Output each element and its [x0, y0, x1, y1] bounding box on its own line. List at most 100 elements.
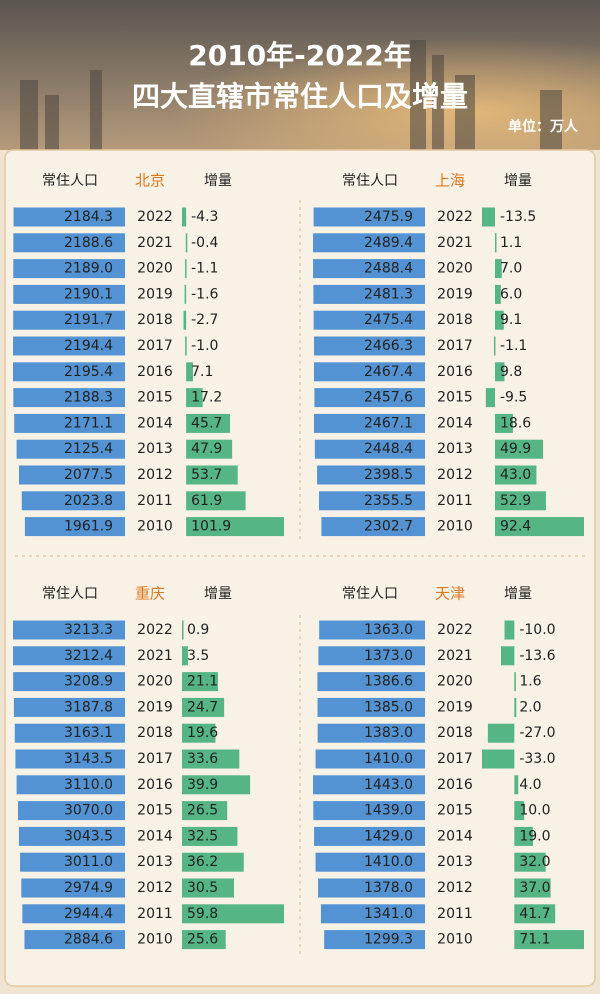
population-bar — [317, 672, 425, 692]
population-label: 2944.4 — [64, 906, 113, 922]
population-bar — [313, 207, 425, 227]
population-label: 2023.8 — [64, 493, 113, 509]
increment-label: 41.7 — [519, 906, 550, 922]
population-bar — [317, 723, 425, 743]
increment-bar — [495, 491, 546, 511]
increment-bar — [514, 672, 516, 692]
increment-label: 18.6 — [500, 415, 531, 431]
increment-bar — [514, 697, 517, 717]
population-bar — [314, 336, 425, 356]
increment-label: 19.0 — [519, 828, 550, 844]
population-label: 2467.4 — [364, 364, 413, 380]
increment-bar — [495, 259, 502, 279]
increment-bar — [495, 413, 513, 433]
population-label: 3110.0 — [64, 777, 113, 793]
increment-label: -0.4 — [191, 235, 218, 251]
population-label: 1429.0 — [364, 828, 413, 844]
year-label: 2014 — [437, 415, 473, 431]
increment-bar — [186, 439, 233, 459]
population-label: 3187.8 — [64, 699, 113, 715]
year-label: 2013 — [437, 441, 473, 457]
increment-bar — [182, 930, 226, 950]
increment-bar — [183, 310, 187, 330]
increment-bar — [182, 826, 238, 846]
increment-bar — [182, 646, 188, 666]
population-bar — [318, 646, 425, 666]
population-label: 2475.4 — [364, 312, 413, 328]
population-label: 1383.0 — [364, 725, 413, 741]
increment-label: 25.6 — [187, 932, 218, 948]
population-label: 2125.4 — [64, 441, 113, 457]
increment-label: 71.1 — [519, 932, 550, 948]
population-label: 2398.5 — [364, 467, 413, 483]
population-label: 2475.9 — [364, 209, 413, 225]
year-label: 2010 — [137, 932, 173, 948]
population-bar — [16, 775, 126, 795]
year-label: 2021 — [137, 235, 173, 251]
increment-label: 0.9 — [187, 622, 209, 638]
population-bar — [13, 284, 125, 304]
title-line: 四大直辖市常住人口及增量 — [132, 80, 468, 113]
increment-label: 45.7 — [191, 415, 222, 431]
year-label: 2018 — [137, 312, 173, 328]
population-bar — [13, 620, 125, 640]
year-label: 2020 — [137, 674, 173, 690]
population-bar — [314, 388, 425, 408]
year-label: 2015 — [137, 803, 173, 819]
increment-label: 49.9 — [500, 441, 531, 457]
population-label: 2974.9 — [64, 880, 113, 896]
increment-label: 7.0 — [500, 261, 522, 277]
population-label: 2184.3 — [64, 209, 113, 225]
increment-label: -13.6 — [519, 648, 555, 664]
increment-label: -1.6 — [191, 286, 218, 302]
population-label: 3143.5 — [64, 751, 113, 767]
column-header: 常住人口 — [342, 173, 398, 189]
increment-bar — [514, 801, 525, 821]
city-name: 北京 — [135, 172, 165, 190]
year-label: 2010 — [437, 932, 473, 948]
increment-bar — [182, 852, 244, 872]
population-label: 1341.0 — [364, 906, 413, 922]
population-bar — [19, 465, 126, 485]
increment-label: 3.5 — [187, 648, 209, 664]
year-label: 2017 — [437, 338, 473, 354]
population-bar — [13, 207, 125, 227]
increment-bar — [504, 620, 515, 640]
population-bar — [314, 413, 425, 433]
increment-label: 24.7 — [187, 699, 218, 715]
increment-bar — [485, 388, 496, 408]
year-label: 2012 — [437, 467, 473, 483]
population-label: 3212.4 — [64, 648, 113, 664]
increment-bar — [495, 233, 497, 253]
population-bar — [317, 697, 425, 717]
unit-label: 单位：万人 — [508, 118, 579, 135]
year-label: 2014 — [137, 415, 173, 431]
increment-label: 43.0 — [500, 467, 531, 483]
year-label: 2012 — [137, 467, 173, 483]
year-label: 2022 — [437, 209, 473, 225]
year-label: 2019 — [437, 286, 473, 302]
year-label: 2010 — [137, 519, 173, 535]
population-label: 2884.6 — [64, 932, 113, 948]
population-bar — [313, 259, 425, 279]
population-label: 2448.4 — [364, 441, 413, 457]
increment-bar — [185, 233, 188, 253]
population-label: 1386.6 — [364, 674, 413, 690]
increment-bar — [495, 310, 504, 330]
population-label: 2466.3 — [364, 338, 413, 354]
increment-label: -1.0 — [191, 338, 218, 354]
year-label: 2012 — [437, 880, 473, 896]
population-bar — [17, 801, 125, 821]
population-label: 2488.4 — [364, 261, 413, 277]
column-header: 增量 — [504, 173, 532, 189]
increment-bar — [186, 517, 284, 537]
increment-label: -10.0 — [519, 622, 555, 638]
population-bar — [24, 930, 126, 950]
increment-bar — [487, 723, 515, 743]
population-label: 1443.0 — [364, 777, 413, 793]
population-bar — [313, 284, 425, 304]
increment-bar — [514, 930, 584, 950]
population-bar — [313, 775, 425, 795]
city-name: 上海 — [435, 172, 465, 190]
increment-bar — [184, 284, 187, 304]
